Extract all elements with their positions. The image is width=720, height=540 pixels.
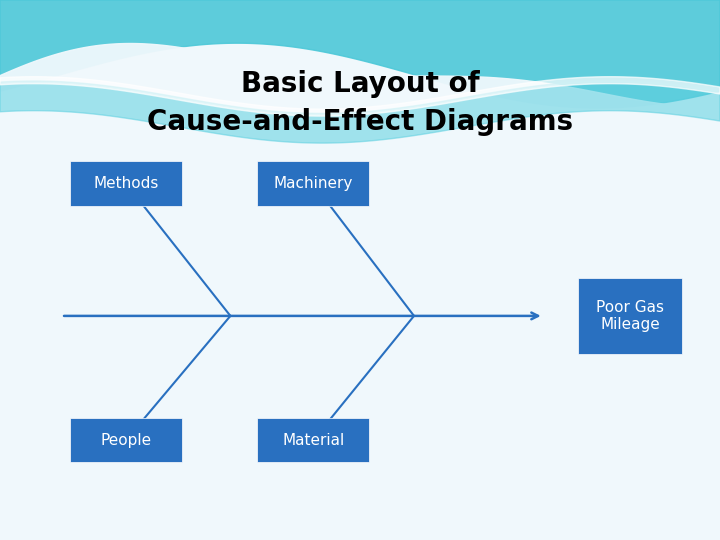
FancyBboxPatch shape <box>258 161 369 206</box>
Text: Material: Material <box>282 433 344 448</box>
Text: Basic Layout of: Basic Layout of <box>240 70 480 98</box>
Text: Cause-and-Effect Diagrams: Cause-and-Effect Diagrams <box>147 107 573 136</box>
Text: Methods: Methods <box>94 176 158 191</box>
Text: Machinery: Machinery <box>274 176 353 191</box>
FancyBboxPatch shape <box>70 161 181 206</box>
FancyBboxPatch shape <box>577 278 683 354</box>
Text: People: People <box>100 433 152 448</box>
FancyBboxPatch shape <box>70 418 181 462</box>
FancyBboxPatch shape <box>258 418 369 462</box>
Text: Poor Gas
Mileage: Poor Gas Mileage <box>596 300 664 332</box>
